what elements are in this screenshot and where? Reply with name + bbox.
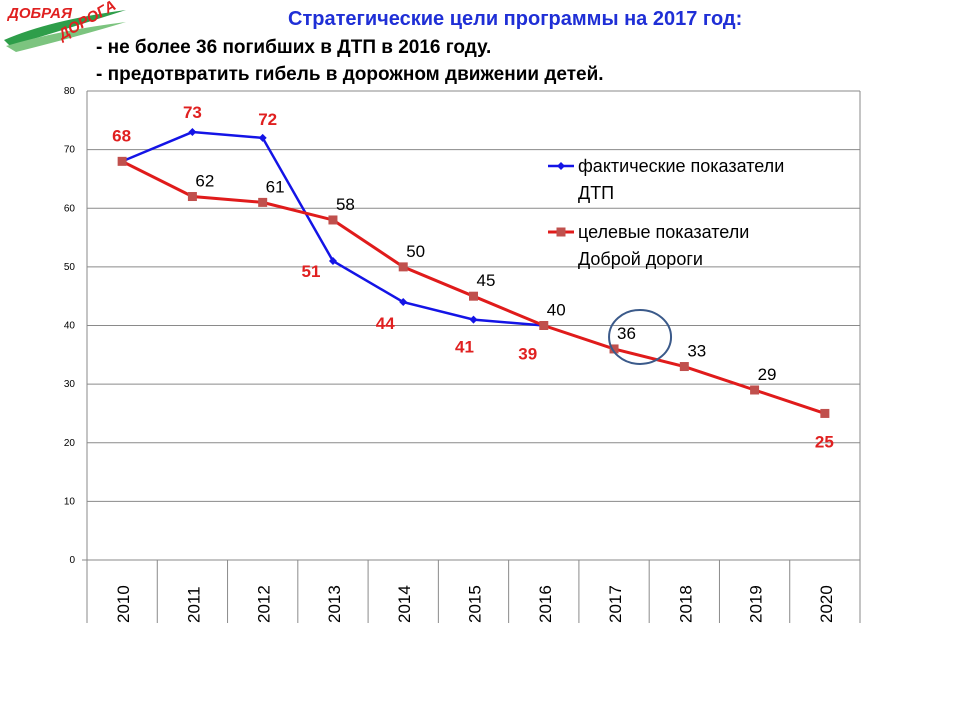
- target-point: [187, 192, 197, 202]
- target-data-label: 61: [266, 177, 285, 196]
- target-data-label: 36: [617, 324, 636, 343]
- chart-legend: фактические показатели ДТП целевые показат…: [548, 156, 784, 269]
- x-tick-label: 2010: [114, 585, 133, 623]
- actual-data-label: 72: [258, 110, 277, 129]
- x-tick-label: 2017: [606, 585, 625, 623]
- target-point: [539, 321, 549, 330]
- legend-marker: [556, 227, 566, 237]
- dobraya-doroga-logo: ДОБРАЯ ДОРОГА: [4, 0, 126, 52]
- actual-point: [258, 133, 267, 142]
- target-point: [750, 385, 760, 395]
- target-data-label: 62: [195, 172, 214, 191]
- x-tick-label: 2015: [466, 585, 485, 623]
- target-data-label: 25: [815, 432, 834, 451]
- x-tick-label: 2020: [817, 585, 836, 623]
- actual-data-label: 73: [183, 103, 202, 122]
- y-tick-label: 10: [64, 496, 76, 507]
- target-point: [328, 215, 338, 225]
- actual-data-label: 44: [376, 314, 395, 333]
- chart-axes: 0 10 20 30 40 50 60 70 80 2010 2011 2012 2013 2014 201…: [64, 86, 861, 623]
- legend-marker: [557, 162, 565, 170]
- actual-point: [399, 298, 408, 307]
- legend-entry: целевые показатели: [578, 222, 749, 242]
- y-tick-label: 50: [64, 262, 76, 273]
- target-point: [398, 262, 408, 272]
- actual-data-label: 41: [455, 338, 474, 357]
- actual-series-line: [121, 130, 544, 327]
- actual-data-label: 51: [301, 262, 320, 281]
- x-tick-label: 2014: [395, 585, 414, 623]
- y-tick-label: 30: [64, 379, 76, 390]
- logo-swoosh-light: [6, 22, 126, 52]
- target-point: [469, 291, 478, 301]
- x-tick-label: 2011: [184, 586, 203, 623]
- target-data-label: 45: [477, 271, 496, 290]
- goal-1: - не более 36 погибших в ДТП в 2016 году…: [96, 37, 492, 58]
- legend-entry: ДТП: [578, 183, 614, 203]
- target-point: [258, 197, 268, 207]
- target-data-label: 33: [687, 342, 706, 361]
- target-data-label: 50: [406, 242, 425, 261]
- highlight-circle: [608, 308, 673, 365]
- actual-point: [328, 257, 337, 266]
- target-point: [820, 408, 830, 418]
- target-data-label: 58: [336, 195, 355, 214]
- y-tick-label: 0: [69, 555, 75, 566]
- legend-entry: фактические показатели: [578, 156, 784, 176]
- target-point: [679, 362, 689, 372]
- target-point: [609, 344, 619, 354]
- x-tick-label: 2013: [325, 585, 344, 623]
- chart-data-labels: 73 72 51 44 41 68 62 61 58 50 45 40 36 33 29 25 39: [112, 103, 834, 451]
- legend-entry: Доброй дороги: [578, 249, 703, 269]
- actual-point: [469, 315, 478, 324]
- x-tick-label: 2016: [536, 585, 555, 623]
- x-tick-label: 2019: [747, 585, 766, 623]
- logo-swoosh-green: [4, 10, 126, 46]
- goal-2: - предотвратить гибель в дорожном движен…: [96, 64, 604, 85]
- actual-data-label: 39: [518, 345, 537, 364]
- page-title: Стратегические цели программы на 2017 го…: [288, 8, 743, 30]
- y-tick-label: 60: [64, 203, 76, 214]
- target-data-label: 29: [758, 365, 777, 384]
- y-tick-label: 80: [64, 86, 76, 97]
- target-point: [117, 156, 127, 166]
- y-tick-label: 70: [64, 145, 76, 156]
- y-tick-label: 40: [64, 321, 76, 332]
- logo-text-1: ДОБРАЯ: [6, 5, 73, 22]
- actual-point: [188, 128, 197, 137]
- chart-series: [117, 128, 830, 418]
- target-data-label: 68: [112, 126, 131, 145]
- y-tick-label: 20: [64, 438, 76, 449]
- x-tick-label: 2018: [676, 585, 695, 623]
- target-data-label: 40: [547, 301, 566, 320]
- target-series-line: [121, 160, 826, 415]
- x-tick-label: 2012: [255, 585, 274, 623]
